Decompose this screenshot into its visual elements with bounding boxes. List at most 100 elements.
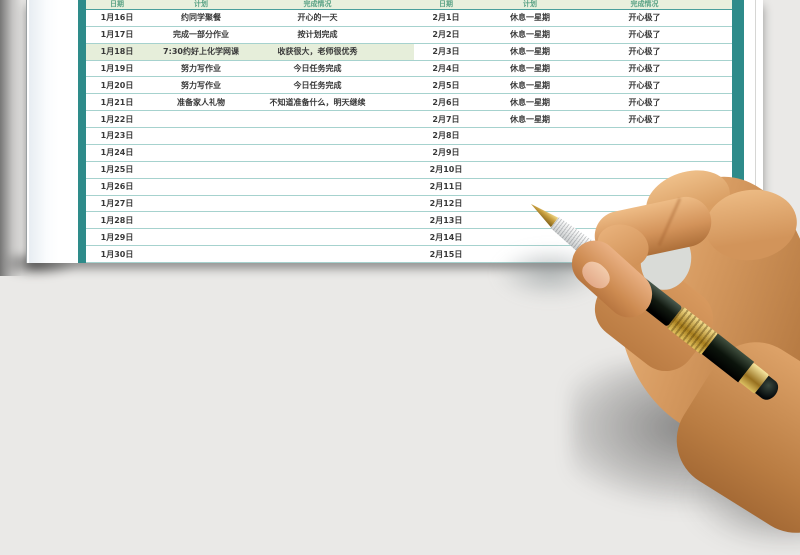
plan-cell[interactable]: 努力写作业 [148,77,254,95]
date-cell[interactable]: 2月3日 [414,44,478,61]
date-cell[interactable]: 1月29日 [86,229,148,247]
date-cell[interactable]: 2月2日 [414,27,478,44]
plan-cell[interactable] [478,196,582,213]
status-cell[interactable]: 今日任务完成 [254,77,381,95]
date-cell[interactable]: 1月27日 [86,196,148,213]
plan-cell[interactable] [148,111,254,129]
status-cell[interactable] [254,145,381,162]
date-cell[interactable]: 1月16日 [86,10,148,27]
plan-cell[interactable]: 休息一星期 [478,111,582,129]
date-cell[interactable]: 2月15日 [414,246,478,263]
status-cell[interactable]: 开心的一天 [254,10,381,27]
plan-cell[interactable]: 休息一星期 [478,27,582,44]
paper-margin-strip [29,0,59,263]
plan-cell[interactable] [148,229,254,247]
date-cell[interactable]: 2月7日 [414,111,478,129]
plan-cell[interactable] [478,229,582,247]
plan-cell[interactable] [148,179,254,196]
plan-cell[interactable]: 准备家人礼物 [148,94,254,112]
col-header-status: 完成情况 [254,0,381,10]
date-cell[interactable]: 2月11日 [414,179,478,196]
plan-cell[interactable]: 休息一星期 [478,61,582,78]
date-cell[interactable]: 1月18日 [86,43,148,61]
plan-cell[interactable]: 7:30约好上化学网课 [148,43,254,61]
status-cell[interactable]: 收获很大，老师很优秀 [254,43,381,61]
date-cell[interactable]: 1月19日 [86,61,148,78]
status-cell[interactable]: 开心极了 [582,77,707,95]
status-cell[interactable] [254,229,381,247]
status-cell[interactable] [254,179,381,196]
plan-cell[interactable] [148,246,254,263]
status-cell[interactable]: 按计划完成 [254,27,381,44]
date-cell[interactable]: 1月22日 [86,111,148,129]
date-cell[interactable]: 2月14日 [414,229,478,247]
spacer-cell [381,43,414,61]
spacer-cell [707,27,732,44]
plan-cell[interactable] [148,128,254,145]
plan-cell[interactable] [478,179,582,196]
spacer-cell [707,77,732,95]
status-cell[interactable]: 开心极了 [582,111,707,129]
date-cell[interactable]: 2月12日 [414,196,478,213]
plan-cell[interactable]: 休息一星期 [478,77,582,95]
plan-cell[interactable]: 完成一部分作业 [148,27,254,44]
plan-cell[interactable] [478,162,582,179]
date-cell[interactable]: 1月20日 [86,77,148,95]
status-cell[interactable] [254,128,381,145]
header-spacer [381,0,414,10]
spacer-cell [381,77,414,95]
plan-cell[interactable] [148,212,254,230]
status-cell[interactable] [582,179,707,196]
plan-cell[interactable]: 休息一星期 [478,10,582,27]
spacer-cell [381,229,414,247]
table-row: 1月20日 努力写作业 今日任务完成 2月5日 休息一星期 开心极了 [86,77,732,95]
status-cell[interactable] [582,162,707,179]
status-cell[interactable] [582,145,707,162]
status-cell[interactable] [582,128,707,145]
table-left-accent-bar [78,0,86,263]
date-cell[interactable]: 1月17日 [86,27,148,44]
plan-cell[interactable] [148,196,254,213]
status-cell[interactable]: 不知道准备什么，明天继续 [254,94,381,112]
table-row: 1月25日 2月10日 [86,162,732,179]
plan-cell[interactable] [478,145,582,162]
date-cell[interactable]: 2月4日 [414,61,478,78]
status-cell[interactable] [254,246,381,263]
status-cell[interactable] [254,111,381,129]
spacer-cell [707,10,732,27]
date-cell[interactable]: 2月10日 [414,162,478,179]
status-cell[interactable]: 开心极了 [582,10,707,27]
status-cell[interactable]: 开心极了 [582,44,707,61]
status-cell[interactable] [254,196,381,213]
date-cell[interactable]: 1月30日 [86,246,148,263]
date-cell[interactable]: 1月23日 [86,128,148,145]
status-cell[interactable] [254,212,381,230]
date-cell[interactable]: 2月9日 [414,145,478,162]
col-header-plan: 计划 [148,0,254,10]
date-cell[interactable]: 1月21日 [86,94,148,112]
header-spacer [707,0,732,10]
plan-cell[interactable]: 努力写作业 [148,61,254,78]
date-cell[interactable]: 1月26日 [86,179,148,196]
date-cell[interactable]: 1月24日 [86,145,148,162]
plan-cell[interactable] [148,162,254,179]
date-cell[interactable]: 1月28日 [86,212,148,230]
status-cell[interactable]: 开心极了 [582,94,707,112]
status-cell[interactable] [254,162,381,179]
plan-cell[interactable] [478,212,582,230]
date-cell[interactable]: 2月8日 [414,128,478,145]
plan-cell[interactable] [148,145,254,162]
plan-cell[interactable]: 休息一星期 [478,44,582,61]
status-cell[interactable]: 今日任务完成 [254,61,381,78]
plan-cell[interactable]: 休息一星期 [478,94,582,112]
date-cell[interactable]: 2月6日 [414,94,478,112]
date-cell[interactable]: 2月1日 [414,10,478,27]
date-cell[interactable]: 2月5日 [414,77,478,95]
date-cell[interactable]: 1月25日 [86,162,148,179]
spacer-cell [381,27,414,44]
date-cell[interactable]: 2月13日 [414,212,478,230]
status-cell[interactable]: 开心极了 [582,61,707,78]
plan-cell[interactable]: 约同学聚餐 [148,10,254,27]
status-cell[interactable]: 开心极了 [582,27,707,44]
plan-cell[interactable] [478,128,582,145]
